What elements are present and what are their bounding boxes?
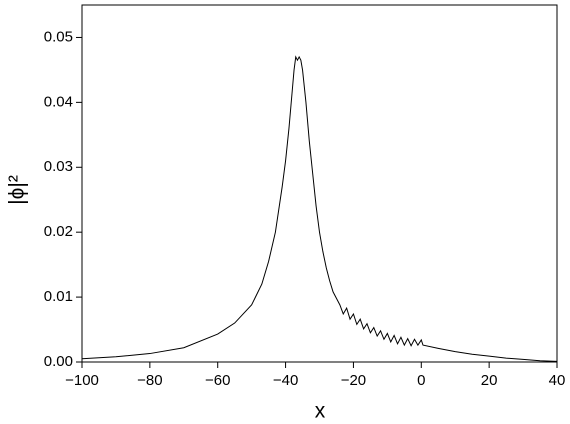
x-tick-label: −60 bbox=[205, 372, 230, 389]
x-tick-label: 40 bbox=[549, 372, 566, 389]
x-axis-title: x bbox=[315, 400, 326, 423]
line bbox=[81, 55, 558, 362]
y-tick-label: 0.02 bbox=[44, 223, 73, 240]
y-tick-label: 0.05 bbox=[44, 28, 73, 45]
y-tick-label: 0.03 bbox=[44, 158, 73, 175]
y-tick-label: 0.01 bbox=[44, 288, 73, 305]
x-tick-label: −40 bbox=[273, 372, 298, 389]
x-tick-label: −20 bbox=[341, 372, 366, 389]
y-axis-title: |ϕ|² bbox=[6, 175, 29, 205]
plot-frame bbox=[81, 4, 558, 363]
y-tick-label: 0.00 bbox=[44, 353, 73, 370]
x-tick-label: −100 bbox=[65, 372, 99, 389]
y-tick-label: 0.04 bbox=[44, 93, 73, 110]
x-tick-label: 0 bbox=[417, 372, 425, 389]
x-tick-label: 20 bbox=[481, 372, 498, 389]
x-tick-label: −80 bbox=[137, 372, 162, 389]
